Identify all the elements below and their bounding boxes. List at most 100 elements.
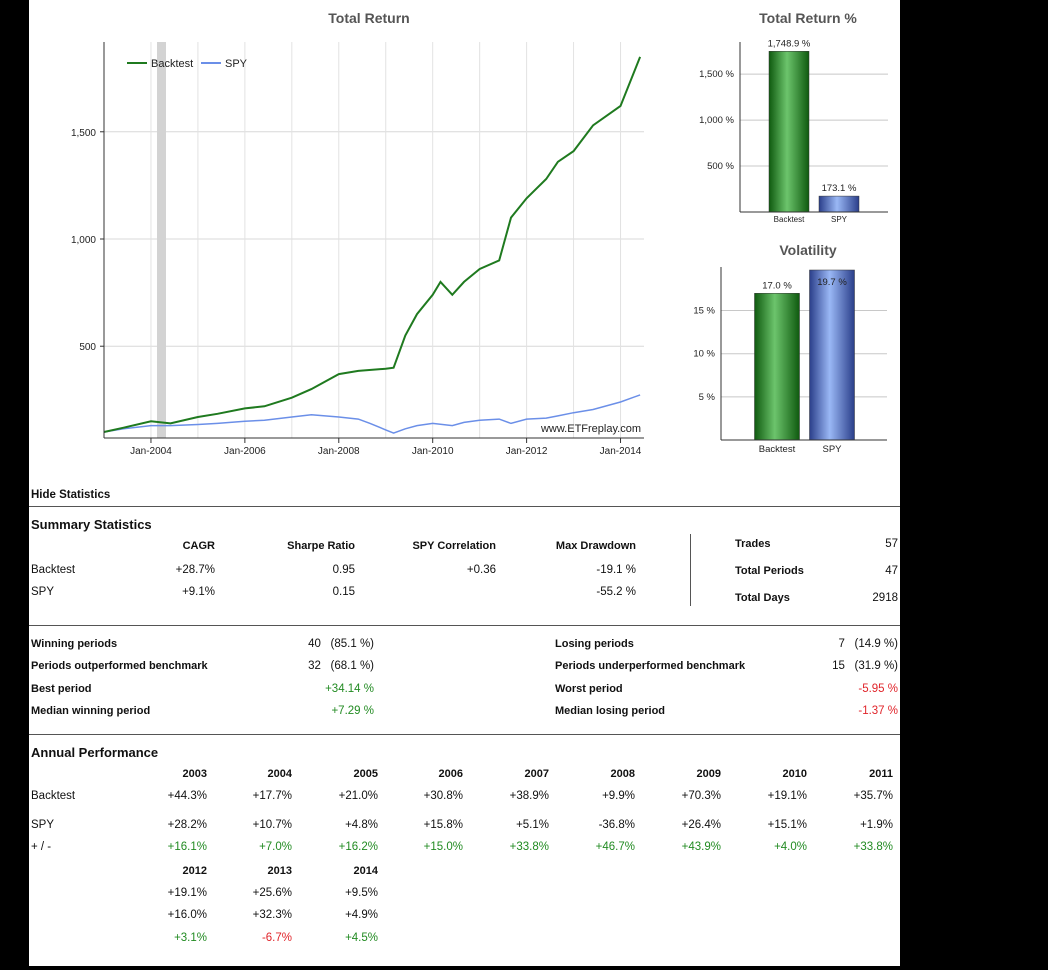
bar-backtest [768,51,810,213]
diff-annual-value: +4.5% [345,932,378,944]
annual-row-label: Backtest [31,790,76,802]
year-header: 2008 [610,768,635,780]
data-label: 1,748.9 % [768,38,811,49]
year-header: 2005 [353,768,378,780]
median-winning-label: Median winning period [31,705,151,717]
spy-annual-value: +16.0% [167,909,207,921]
spy-annual-value: +4.8% [345,819,378,831]
summary-title: Summary Statistics [31,517,152,532]
diff-annual-value: +46.7% [595,841,635,853]
best-period-label: Best period [31,683,92,695]
x-tick-label: Jan-2014 [600,446,642,457]
year-header: 2014 [353,865,378,877]
x-label-backtest: Backtest [774,215,805,224]
cagr-value: +9.1% [182,586,215,598]
backtest-annual-value: +70.3% [681,790,721,802]
year-header: 2003 [182,768,207,780]
spy-annual-value: +26.4% [681,819,721,831]
losing-periods-value: 7 (14.9 %) [838,638,898,650]
data-label: 19.7 % [817,277,847,288]
spy-annual-value: +4.9% [345,909,378,921]
x-tick-label: Jan-2004 [130,446,172,457]
x-tick-label: Jan-2012 [506,446,548,457]
y-tick-label: 5 % [699,392,716,403]
spy-annual-value: -36.8% [598,819,635,831]
best-period-value: +34.14 % [325,683,374,695]
y-tick-label: 500 % [707,161,734,172]
summary-row-label: SPY [31,586,55,598]
report-panel: Total Return 500 1,000 1,500 Jan-2004 Jan-2… [29,0,900,966]
legend: Backtest SPY [127,58,248,70]
y-tick-label: 1,500 % [699,69,734,80]
winning-periods-value: 40 (85.1 %) [308,638,374,650]
x-label-spy: SPY [822,444,842,455]
vertical-divider [690,534,691,606]
x-tick-label: Jan-2008 [318,446,360,457]
x-label-spy: SPY [831,215,848,224]
losing-periods-label: Losing periods [555,638,634,650]
bar-spy [809,269,855,441]
median-winning-value: +7.29 % [331,705,374,717]
spy-annual-value: +32.3% [252,909,292,921]
backtest-annual-value: +9.5% [345,887,378,899]
backtest-annual-value: +21.0% [338,790,378,802]
spy-annual-value: +5.1% [516,819,549,831]
total-periods-label: Total Periods [735,565,804,577]
worst-period-value: -5.95 % [858,683,898,695]
drawdown-value: -55.2 % [596,586,636,598]
total-days-label: Total Days [735,592,790,604]
year-header: 2006 [438,768,463,780]
y-tick-label: 10 % [693,349,715,360]
drawdown-value: -19.1 % [596,564,636,576]
backtest-annual-value: +19.1% [167,887,207,899]
backtest-annual-value: +44.3% [167,790,207,802]
legend-spy: SPY [225,58,248,70]
x-tick-label: Jan-2006 [224,446,266,457]
shaded-period [157,42,166,438]
total-return-pct-chart: Total Return % 1,748.9 % 173.1 % 500 % 1,0… [699,10,888,224]
outperformed-label: Periods outperformed benchmark [31,660,208,672]
diff-annual-value: +3.1% [174,932,207,944]
outperformed-value: 32 (68.1 %) [308,660,374,672]
volatility-chart: Volatility 17.0 % 19.7 % 5 % 10 % 15 % Back… [693,242,887,455]
col-max-drawdown: Max Drawdown [555,540,636,552]
summary-row-label: Backtest [31,564,76,576]
data-label: 17.0 % [762,280,792,291]
y-tick-label: 1,000 % [699,115,734,126]
annual-row-label: + / - [31,841,52,853]
chart-title: Total Return % [759,10,857,26]
bar-backtest [754,293,800,441]
diff-annual-value: +33.8% [509,841,549,853]
backtest-annual-value: +38.9% [509,790,549,802]
underperformed-label: Periods underperformed benchmark [555,660,746,672]
diff-annual-value: +16.2% [338,841,378,853]
backtest-annual-value: +9.9% [602,790,635,802]
spy-annual-value: +15.1% [767,819,807,831]
cagr-value: +28.7% [175,564,215,576]
divider [29,734,900,735]
diff-annual-value: +4.0% [774,841,807,853]
diff-annual-value: +16.1% [167,841,207,853]
year-header: 2012 [182,865,207,877]
y-tick-label: 1,000 [71,235,96,246]
hide-statistics-link[interactable]: Hide Statistics [31,489,111,501]
median-losing-label: Median losing period [555,705,666,717]
total-periods-value: 47 [885,565,898,577]
col-cagr: CAGR [182,540,215,552]
spy-annual-value: +15.8% [423,819,463,831]
data-label: 173.1 % [822,183,857,194]
year-header: 2004 [267,768,292,780]
underperformed-value: 15 (31.9 %) [832,660,898,672]
total-return-chart: Total Return 500 1,000 1,500 Jan-2004 Jan-2… [71,10,644,457]
diff-annual-value: +43.9% [681,841,721,853]
annual-performance-title: Annual Performance [31,745,159,760]
bar-spy [818,195,860,213]
chart-title: Volatility [779,242,837,258]
spy-annual-value: +10.7% [252,819,292,831]
year-header: 2009 [696,768,721,780]
backtest-annual-value: +17.7% [252,790,292,802]
col-correlation: SPY Correlation [412,540,496,552]
y-tick-label: 15 % [693,306,715,317]
year-header: 2011 [869,768,893,780]
median-losing-value: -1.37 % [858,705,898,717]
